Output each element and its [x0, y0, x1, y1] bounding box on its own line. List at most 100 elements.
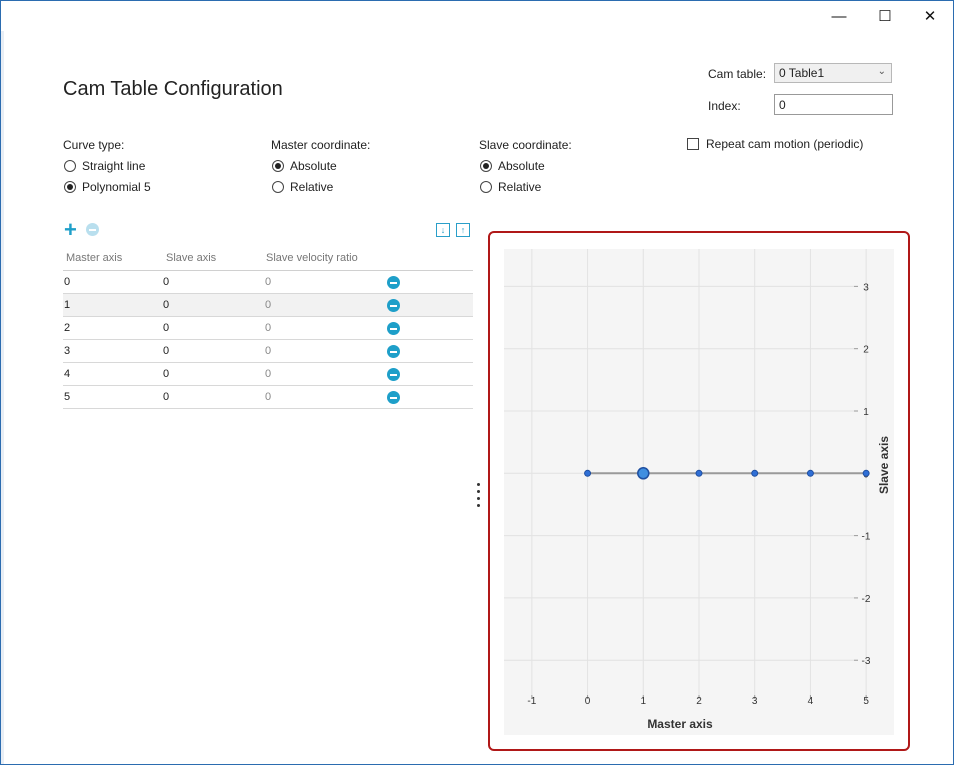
- cell-ratio[interactable]: 0: [265, 322, 272, 334]
- close-icon: ✕: [923, 8, 937, 25]
- curve-point[interactable]: [806, 469, 814, 477]
- curve-type-option-polynomial-5: Polynomial 5: [82, 180, 151, 194]
- table-row-selected[interactable]: 1 0 0: [63, 294, 473, 317]
- master-coordinate-option-relative: Relative: [290, 180, 334, 194]
- master-coordinate-radio-relative[interactable]: [272, 181, 284, 193]
- y-axis-label: Slave axis: [877, 436, 891, 494]
- upload-icon: ↑: [460, 224, 466, 235]
- index-input[interactable]: 0: [774, 94, 893, 115]
- column-header-master-axis[interactable]: Master axis: [66, 252, 123, 264]
- curve-point[interactable]: [695, 469, 703, 477]
- remove-row-icon[interactable]: [387, 299, 400, 312]
- table-row[interactable]: 3 0 0: [63, 340, 473, 363]
- x-tick-label: 0: [585, 696, 591, 707]
- chevron-down-icon: ⌄: [877, 66, 886, 77]
- repeat-label: Repeat cam motion (periodic): [706, 137, 864, 151]
- export-button[interactable]: ↑: [456, 223, 470, 237]
- cell-slave[interactable]: 0: [163, 322, 170, 334]
- minimize-icon: —: [831, 7, 847, 25]
- y-tick-label: -3: [862, 656, 871, 667]
- maximize-button[interactable]: ☐: [862, 1, 908, 31]
- curve-point[interactable]: [751, 469, 759, 477]
- y-tick-label: 3: [863, 282, 869, 293]
- table-header-divider: [63, 270, 473, 271]
- minimize-button[interactable]: —: [816, 1, 862, 31]
- cell-master[interactable]: 1: [64, 299, 71, 311]
- cell-ratio[interactable]: 0: [265, 345, 272, 357]
- cell-ratio[interactable]: 0: [265, 391, 272, 403]
- table-row[interactable]: 2 0 0: [63, 317, 473, 340]
- cell-master[interactable]: 3: [64, 345, 71, 357]
- window-left-edge: [1, 31, 4, 764]
- slave-coordinate-radio-absolute[interactable]: [480, 160, 492, 172]
- slave-coordinate-label: Slave coordinate:: [479, 138, 572, 152]
- plus-icon: +: [64, 217, 77, 242]
- x-tick-label: 2: [696, 696, 702, 707]
- cam-table-value: 0 Table1: [779, 66, 825, 80]
- table-row[interactable]: 0 0 0: [63, 271, 473, 294]
- page-title: Cam Table Configuration: [63, 78, 283, 100]
- slave-coordinate-radio-relative[interactable]: [480, 181, 492, 193]
- cam-curve-chart[interactable]: -1 0 1 2 3 4 5 -3 -2 -1 0 1 2 3 Master axis Slave ax…: [490, 233, 908, 749]
- y-tick-label: 1: [863, 407, 869, 418]
- master-coordinate-option-absolute: Absolute: [290, 159, 337, 173]
- x-tick-label: 3: [752, 696, 758, 707]
- import-button[interactable]: ↓: [436, 223, 450, 237]
- cell-ratio[interactable]: 0: [265, 368, 272, 380]
- column-header-slave-velocity-ratio[interactable]: Slave velocity ratio: [266, 252, 358, 264]
- table-row[interactable]: 4 0 0: [63, 363, 473, 386]
- x-axis-label: Master axis: [647, 717, 713, 731]
- table-row[interactable]: 5 0 0: [63, 386, 473, 409]
- download-icon: ↓: [440, 224, 446, 235]
- cell-ratio[interactable]: 0: [265, 276, 272, 288]
- y-tick-label: -2: [862, 594, 871, 605]
- cell-slave[interactable]: 0: [163, 391, 170, 403]
- close-button[interactable]: ✕: [907, 1, 953, 31]
- chart-frame: -1 0 1 2 3 4 5 -3 -2 -1 0 1 2 3 Master axis Slave ax…: [488, 231, 910, 751]
- cam-table-label: Cam table:: [708, 67, 767, 81]
- curve-type-option-straight-line: Straight line: [82, 159, 146, 173]
- curve-point[interactable]: [862, 469, 870, 477]
- cell-slave[interactable]: 0: [163, 299, 170, 311]
- cell-master[interactable]: 5: [64, 391, 71, 403]
- slave-coordinate-option-absolute: Absolute: [498, 159, 545, 173]
- remove-row-icon[interactable]: [387, 345, 400, 358]
- master-coordinate-radio-absolute[interactable]: [272, 160, 284, 172]
- maximize-icon: ☐: [878, 8, 892, 25]
- master-coordinate-label: Master coordinate:: [271, 138, 371, 152]
- remove-row-icon[interactable]: [387, 368, 400, 381]
- cell-master[interactable]: 4: [64, 368, 71, 380]
- y-tick-label: 2: [863, 345, 869, 356]
- x-tick-labels: -1 0 1 2 3 4 5: [527, 695, 869, 707]
- curve-point[interactable]: [584, 469, 592, 477]
- remove-row-icon[interactable]: [387, 276, 400, 289]
- y-tick-label: -1: [862, 532, 871, 543]
- x-tick-label: 4: [808, 696, 814, 707]
- index-label: Index:: [708, 99, 741, 113]
- remove-row-icon[interactable]: [387, 391, 400, 404]
- curve-point-selected[interactable]: [637, 467, 650, 480]
- column-header-slave-axis[interactable]: Slave axis: [166, 252, 217, 264]
- cell-ratio[interactable]: 0: [265, 299, 272, 311]
- cam-table-select[interactable]: 0 Table1 ⌄: [774, 63, 892, 83]
- curve-type-label: Curve type:: [63, 138, 125, 152]
- cell-master[interactable]: 0: [64, 276, 71, 288]
- curve-type-radio-straight-line[interactable]: [64, 160, 76, 172]
- x-tick-label: -1: [527, 696, 536, 707]
- add-row-button[interactable]: +: [64, 217, 77, 243]
- curve-points[interactable]: [584, 467, 870, 480]
- x-tick-label: 1: [641, 696, 647, 707]
- slave-coordinate-option-relative: Relative: [498, 180, 542, 194]
- cell-slave[interactable]: 0: [163, 368, 170, 380]
- cell-slave[interactable]: 0: [163, 345, 170, 357]
- remove-row-icon[interactable]: [387, 322, 400, 335]
- cell-master[interactable]: 2: [64, 322, 71, 334]
- minus-icon: [89, 229, 96, 231]
- cell-slave[interactable]: 0: [163, 276, 170, 288]
- panel-splitter-handle[interactable]: [477, 483, 480, 511]
- x-tick-label: 5: [863, 696, 869, 707]
- curve-type-radio-polynomial-5[interactable]: [64, 181, 76, 193]
- remove-row-button[interactable]: [86, 223, 99, 236]
- repeat-checkbox[interactable]: [687, 138, 699, 150]
